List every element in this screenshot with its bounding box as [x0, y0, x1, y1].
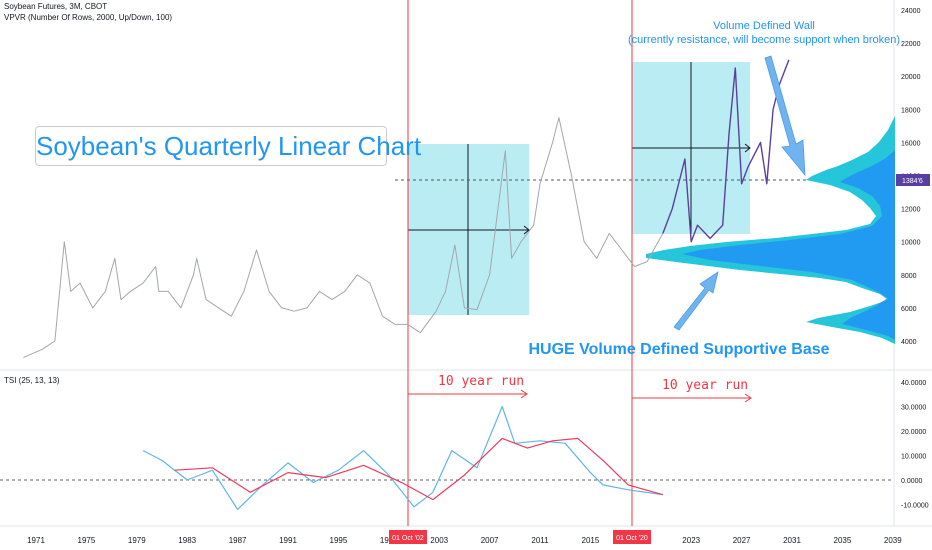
time-tick-label: 1991: [279, 536, 297, 545]
time-tick-label: 2007: [481, 536, 499, 545]
volume-profile-total: [646, 116, 895, 344]
first-run-arrowhead: [520, 389, 528, 399]
volume-wall-subnote: (currently resistance, will become suppo…: [627, 34, 901, 46]
tsi-line: [142, 405, 663, 510]
price-tick-label: 16000: [901, 140, 921, 147]
time-tick-label: 1971: [27, 536, 45, 545]
tsi-tick-label: 20.0000: [901, 429, 926, 436]
tsi-indicator-header: TSI (25, 13, 13): [4, 376, 60, 385]
current-price-tag: 1384'6: [902, 178, 923, 185]
time-tick-label: 2015: [582, 536, 600, 545]
price-tick-label: 22000: [901, 41, 921, 48]
supportive-base-note: HUGE Volume Defined Supportive Base: [528, 341, 830, 358]
second-box-arrowhead: [744, 143, 751, 153]
time-tick-label: 1983: [178, 536, 196, 545]
chart-title-box: Soybean's Quarterly Linear Chart: [35, 126, 422, 166]
price-tick-label: 24000: [901, 8, 921, 15]
time-tick-label: 2039: [884, 536, 902, 545]
price-tick-label: 10000: [901, 240, 921, 247]
price-tick-label: 20000: [901, 74, 921, 81]
price-tick-label: 6000: [901, 306, 917, 313]
time-tick-label: 2035: [834, 536, 852, 545]
tsi-signal-line: [174, 437, 664, 501]
chart-title-text: Soybean's Quarterly Linear Chart: [36, 131, 422, 161]
first-run-label: 10 year run: [438, 374, 525, 389]
projection-series-line: [662, 59, 790, 243]
time-tick-label: 1987: [229, 536, 247, 545]
tsi-tick-label: 30.0000: [901, 405, 926, 412]
volume-profile-up: [682, 150, 895, 340]
time-tick-label: 1975: [78, 536, 96, 545]
current-price-tag-bg: [896, 174, 930, 186]
time-tick-label: 2023: [682, 536, 700, 545]
price-series-line: [23, 117, 664, 359]
time-tick-label: 2031: [783, 536, 801, 545]
volume-wall-note: Volume Defined Wall: [713, 20, 815, 32]
second-run-arrowhead: [744, 393, 752, 403]
first-box-arrowhead: [523, 225, 530, 235]
price-scale-background: [894, 0, 932, 550]
volume-wall-arrow: [764, 55, 806, 177]
date-marker-2002-bg: [389, 530, 427, 544]
date-marker-2020-bg: [613, 530, 651, 544]
price-tick-label: 18000: [901, 107, 921, 114]
time-tick-label: 1995: [330, 536, 348, 545]
second-run-label: 10 year run: [662, 378, 749, 393]
price-tick-label: 8000: [901, 273, 917, 280]
time-tick-label: 2003: [430, 536, 448, 545]
supportive-base-arrow: [673, 271, 719, 331]
date-marker-2002: 01 Oct '02: [392, 535, 424, 542]
tsi-tick-label: 40.0000: [901, 380, 926, 387]
vpvr-indicator-header: VPVR (Number Of Rows, 2000, Up/Down, 100…: [4, 13, 173, 22]
time-tick-label: 2011: [531, 536, 549, 545]
price-tick-label: 12000: [901, 207, 921, 214]
tsi-tick-label: -10.0000: [901, 503, 929, 510]
tsi-tick-label: 0.0000: [901, 478, 923, 485]
symbol-header: Soybean Futures, 3M, CBOT: [4, 2, 108, 11]
tsi-tick-label: 10.0000: [901, 454, 926, 461]
price-tick-label: 4000: [901, 339, 917, 346]
time-tick-label: 1979: [128, 536, 146, 545]
time-tick-label: 2027: [733, 536, 751, 545]
date-marker-2020: 01 Oct '20: [616, 535, 648, 542]
